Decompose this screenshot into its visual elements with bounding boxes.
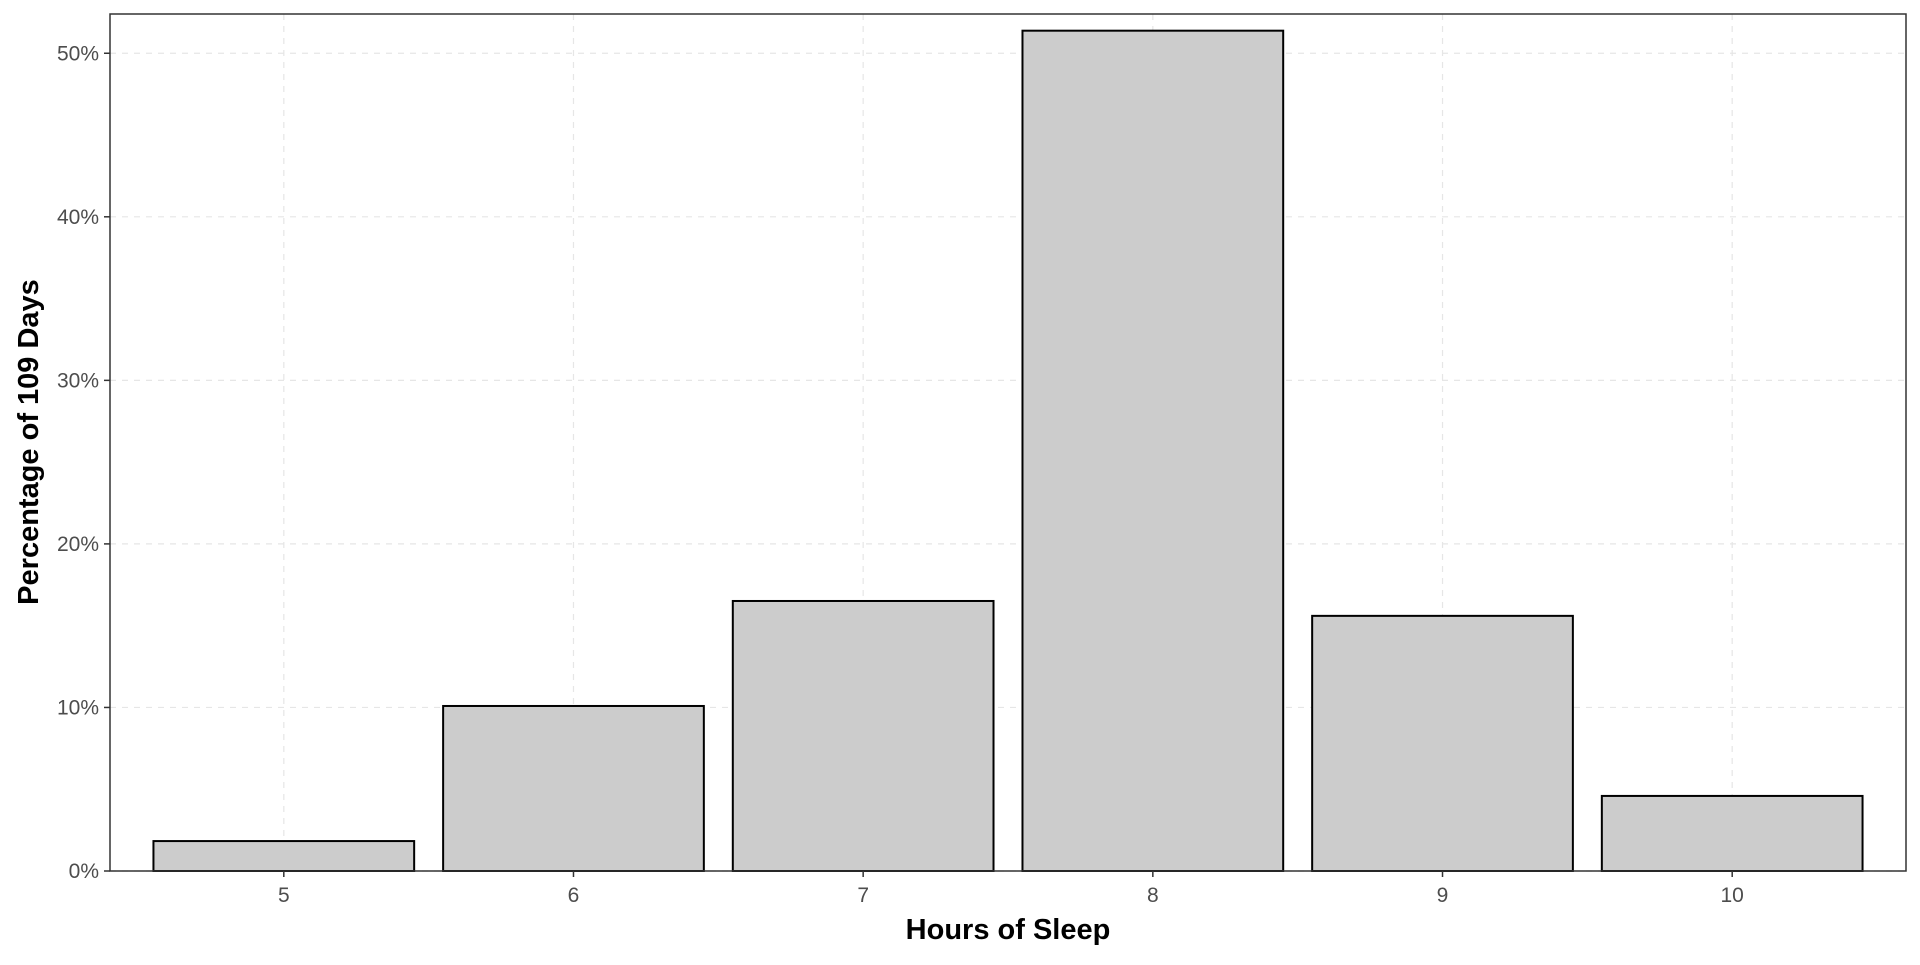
- y-tick-label: 0%: [69, 860, 99, 883]
- bars-layer: [152, 29, 1864, 873]
- y-tick-label: 20%: [57, 533, 99, 556]
- bar-9: [1311, 614, 1574, 873]
- x-tick-label: 9: [1437, 884, 1449, 907]
- y-tick-label: 50%: [57, 42, 99, 65]
- grid-layer: [110, 14, 1906, 872]
- x-tick-label: 8: [1147, 884, 1159, 907]
- bar-5: [152, 840, 416, 873]
- bar-10: [1600, 794, 1864, 872]
- y-tick-label: 40%: [57, 206, 99, 229]
- y-tick-label: 30%: [57, 369, 99, 392]
- x-axis: 5 6 7 8 9 10: [278, 871, 1744, 907]
- bar-7: [731, 599, 995, 872]
- y-axis: 0% 10% 20% 30% 40% 50%: [57, 42, 110, 883]
- panel-border: [109, 13, 1907, 872]
- y-axis-title: Percentage of 109 Days: [13, 279, 45, 605]
- x-tick-label: 6: [568, 884, 580, 907]
- x-axis-title: Hours of Sleep: [906, 914, 1111, 946]
- bar-6: [442, 704, 705, 873]
- y-tick-label: 10%: [57, 696, 99, 719]
- x-tick-label: 7: [857, 884, 869, 907]
- x-tick-label: 5: [278, 884, 290, 907]
- x-tick-label: 10: [1721, 884, 1744, 907]
- bar-8: [1021, 29, 1285, 872]
